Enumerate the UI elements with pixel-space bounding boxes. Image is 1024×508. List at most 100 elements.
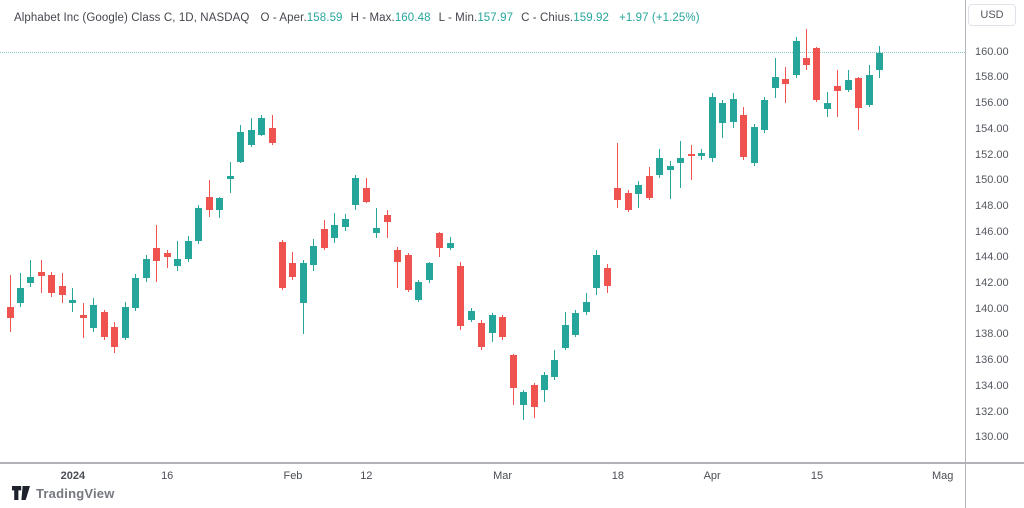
candle[interactable] (645, 175, 653, 199)
candle[interactable] (782, 78, 790, 84)
candle[interactable] (195, 207, 203, 241)
candle[interactable] (341, 218, 349, 228)
candle[interactable] (310, 245, 318, 265)
candle[interactable] (404, 255, 412, 291)
candle[interactable] (520, 392, 528, 406)
time-axis-label: Mar (493, 470, 513, 482)
candle-wick (680, 141, 682, 188)
candle[interactable] (226, 176, 234, 179)
candle[interactable] (635, 184, 643, 194)
candle[interactable] (331, 225, 339, 239)
candle[interactable] (320, 229, 328, 249)
candle[interactable] (373, 227, 381, 233)
candle[interactable] (771, 76, 779, 88)
candle[interactable] (383, 214, 391, 222)
candle[interactable] (258, 117, 266, 136)
candle[interactable] (572, 312, 580, 336)
candle[interactable] (121, 307, 129, 339)
tradingview-attribution[interactable]: TradingView (12, 486, 115, 501)
candle[interactable] (237, 132, 245, 163)
candle[interactable] (792, 40, 800, 75)
candle[interactable] (216, 198, 224, 210)
price-axis-label: 134.00 (975, 379, 1009, 392)
symbol-title[interactable]: Alphabet Inc (Google) Class C, 1D, NASDA… (14, 12, 250, 24)
candle[interactable] (174, 258, 182, 266)
candle[interactable] (488, 315, 496, 334)
price-axis[interactable]: USD 160.00 158.00 156.00 154.00 152.00 150.00… (965, 0, 1024, 462)
candle[interactable] (813, 47, 821, 100)
currency-button[interactable]: USD (968, 4, 1016, 26)
candle[interactable] (509, 354, 517, 389)
candle[interactable] (362, 187, 370, 203)
candle[interactable] (876, 52, 884, 70)
candle[interactable] (111, 326, 119, 348)
candle[interactable] (100, 311, 108, 337)
candle[interactable] (27, 276, 35, 283)
candle[interactable] (561, 324, 569, 348)
candle[interactable] (687, 153, 695, 157)
candle[interactable] (530, 385, 538, 407)
candle[interactable] (750, 126, 758, 163)
candle-wick (386, 209, 388, 239)
candle[interactable] (457, 266, 465, 327)
time-axis[interactable]: 2024 16 Feb 12 Mar 18 Apr 15 Mag (0, 464, 965, 488)
candle[interactable] (415, 282, 423, 301)
candle[interactable] (624, 193, 632, 210)
candle[interactable] (289, 263, 297, 278)
candle[interactable] (499, 317, 507, 337)
candle[interactable] (834, 85, 842, 91)
candle[interactable] (37, 272, 45, 276)
candle[interactable] (582, 302, 590, 312)
candle-wick (669, 160, 671, 199)
candle[interactable] (446, 243, 454, 248)
candle[interactable] (425, 263, 433, 281)
candle[interactable] (719, 103, 727, 123)
candle[interactable] (16, 288, 24, 303)
candle[interactable] (6, 307, 14, 318)
candle[interactable] (467, 310, 475, 321)
candle[interactable] (132, 277, 140, 309)
tradingview-logo-icon[interactable] (12, 486, 30, 501)
tradingview-brand-text[interactable]: TradingView (36, 486, 115, 501)
candle[interactable] (865, 74, 873, 106)
candle-wick (397, 247, 399, 289)
candle[interactable] (478, 322, 486, 348)
candle[interactable] (729, 99, 737, 123)
candle[interactable] (708, 97, 716, 158)
candle[interactable] (656, 157, 664, 176)
candle[interactable] (740, 114, 748, 158)
candle[interactable] (205, 196, 213, 210)
candle[interactable] (394, 250, 402, 263)
candle[interactable] (698, 152, 706, 156)
candle[interactable] (551, 360, 559, 377)
candle[interactable] (844, 79, 852, 91)
candle[interactable] (855, 78, 863, 109)
candle[interactable] (823, 103, 831, 109)
candle[interactable] (603, 268, 611, 287)
candle[interactable] (299, 263, 307, 303)
candle[interactable] (79, 315, 87, 319)
candle[interactable] (90, 304, 98, 328)
candle[interactable] (593, 255, 601, 289)
candle[interactable] (184, 240, 192, 259)
candle[interactable] (153, 248, 161, 261)
price-axis-separator (965, 0, 966, 508)
candle[interactable] (69, 300, 77, 303)
candle[interactable] (436, 232, 444, 248)
candle[interactable] (614, 187, 622, 201)
candle[interactable] (278, 241, 286, 289)
price-axis-label: 156.00 (975, 97, 1009, 110)
candle[interactable] (761, 99, 769, 131)
candle[interactable] (802, 58, 810, 66)
candle[interactable] (247, 130, 255, 145)
chart-surface[interactable] (0, 0, 965, 462)
candle[interactable] (352, 178, 360, 206)
candle[interactable] (142, 258, 150, 278)
candle[interactable] (48, 275, 56, 294)
candle[interactable] (666, 166, 674, 170)
candle[interactable] (677, 157, 685, 163)
candle[interactable] (58, 286, 66, 296)
candle[interactable] (163, 253, 171, 258)
candle[interactable] (268, 128, 276, 143)
candle[interactable] (540, 374, 548, 391)
